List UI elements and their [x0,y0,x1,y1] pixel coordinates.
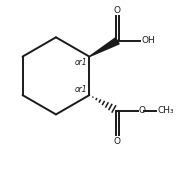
Text: O: O [114,6,121,15]
Text: O: O [114,137,121,146]
Text: O: O [139,106,146,115]
Text: OH: OH [142,36,156,45]
Text: CH₃: CH₃ [158,106,174,115]
Text: or1: or1 [74,58,87,67]
Polygon shape [89,38,119,57]
Text: or1: or1 [74,85,87,93]
